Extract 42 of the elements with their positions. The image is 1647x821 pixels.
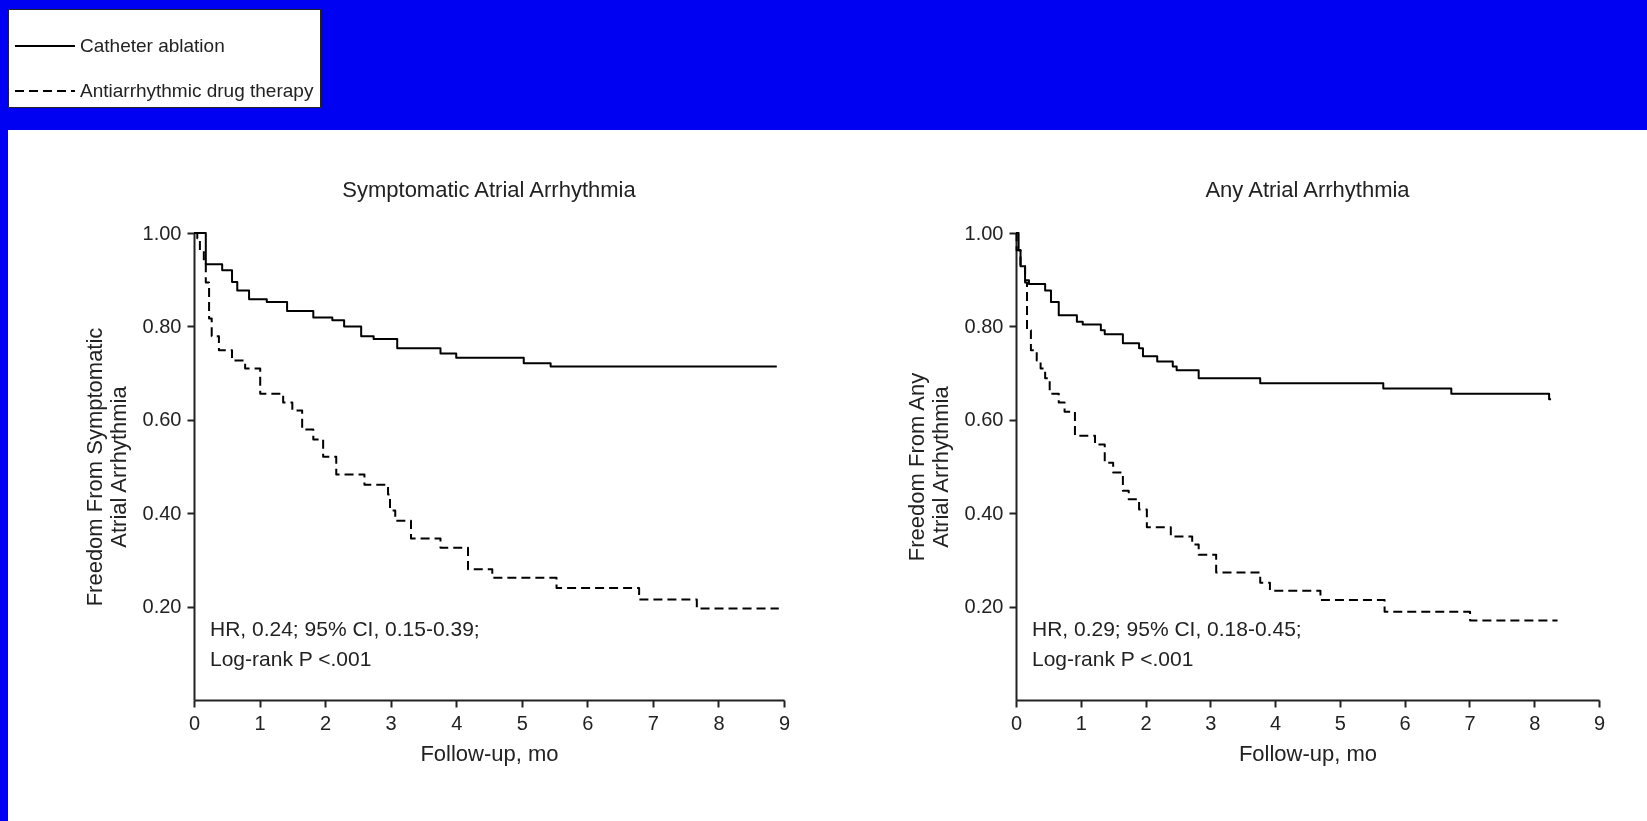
x-axis-title: Follow-up, mo xyxy=(420,740,559,766)
x-tick-label: 3 xyxy=(385,711,397,734)
x-tick-label: 0 xyxy=(188,711,201,734)
y-tick-label: 1.00 xyxy=(964,221,1004,244)
x-tick-label: 5 xyxy=(1334,711,1346,734)
x-tick-label: 7 xyxy=(1464,711,1476,734)
y-tick-label: 0.40 xyxy=(142,501,182,524)
annotation: Log-rank P <.001 xyxy=(210,647,372,670)
x-tick-label: 9 xyxy=(1593,711,1606,734)
annotation: HR, 0.29; 95% CI, 0.18-0.45; xyxy=(1032,617,1302,640)
x-tick-label: 6 xyxy=(1399,711,1411,734)
x-tick-label: 4 xyxy=(1270,711,1282,734)
x-tick-label: 5 xyxy=(516,711,528,734)
x-tick-label: 4 xyxy=(451,711,463,734)
y-tick-label: 0.60 xyxy=(142,408,182,431)
x-tick-label: 1 xyxy=(1075,711,1087,734)
x-tick-label: 2 xyxy=(1140,711,1152,734)
x-tick-label: 1 xyxy=(254,711,266,734)
y-tick-label: 0.40 xyxy=(964,501,1004,524)
y-axis-title: Freedom From Symptomatic Atrial Arrhythmia xyxy=(81,327,131,607)
y-tick-label: 0.80 xyxy=(142,314,182,337)
annotation: Log-rank P <.001 xyxy=(1032,647,1194,670)
y-tick-label: 0.80 xyxy=(964,314,1004,337)
x-axis-title: Follow-up, mo xyxy=(1238,740,1378,766)
x-tick-label: 8 xyxy=(713,711,725,734)
y-tick-label: 0.20 xyxy=(964,595,1004,618)
y-tick-label: 0.20 xyxy=(142,595,182,618)
x-tick-label: 3 xyxy=(1205,711,1217,734)
y-tick-label: 1.00 xyxy=(142,221,182,244)
x-tick-label: 0 xyxy=(1010,711,1023,734)
y-tick-label: 0.60 xyxy=(964,408,1004,431)
legend-label: Catheter ablation xyxy=(80,35,225,56)
x-tick-label: 9 xyxy=(778,711,791,734)
y-axis-title: Freedom From Any Atrial Arrhythmia xyxy=(903,372,953,562)
x-tick-label: 2 xyxy=(320,711,332,734)
chart-title: Any Atrial Arrhythmia xyxy=(1205,177,1411,202)
x-tick-label: 7 xyxy=(647,711,659,734)
legend-label: Antiarrhythmic drug therapy xyxy=(80,80,314,101)
chart-title: Symptomatic Atrial Arrhythmia xyxy=(342,177,637,202)
x-tick-label: 6 xyxy=(582,711,594,734)
annotation: HR, 0.24; 95% CI, 0.15-0.39; xyxy=(210,617,480,640)
x-tick-label: 8 xyxy=(1529,711,1541,734)
